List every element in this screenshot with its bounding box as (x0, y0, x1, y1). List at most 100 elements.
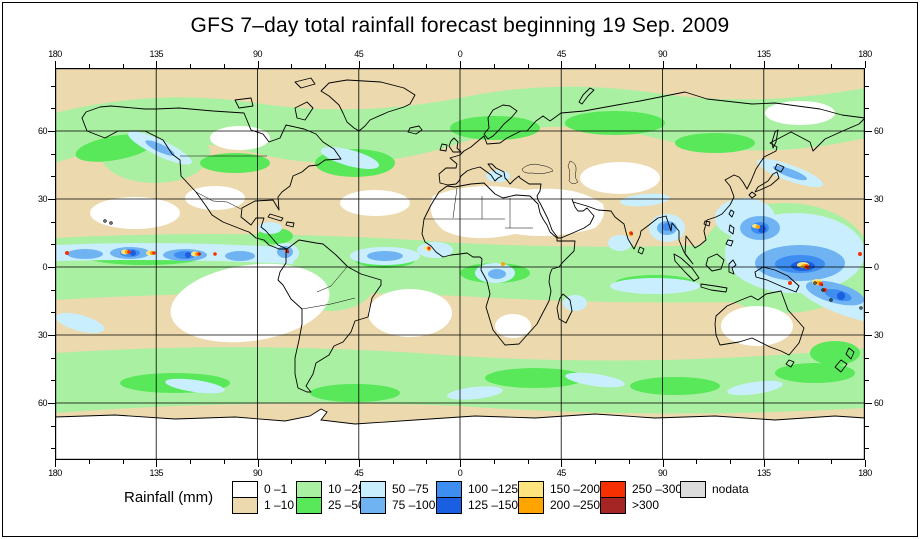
lat-tick (51, 425, 55, 427)
lon-tick (325, 64, 326, 68)
lon-tick (88, 64, 90, 68)
lat-tick (51, 380, 55, 382)
lon-tick (595, 64, 596, 68)
legend-range-label: 25 –50 (328, 498, 365, 512)
lon-tick (865, 61, 866, 68)
lon-tick (561, 460, 563, 467)
lat-tick (865, 403, 872, 405)
legend-range-label: 50 –75 (392, 482, 429, 496)
lat-tick (865, 380, 869, 382)
lat-tick (865, 108, 869, 110)
lon-tick (223, 64, 225, 68)
lon-tick (561, 61, 563, 68)
lon-tick (88, 460, 90, 464)
lat-tick (865, 221, 869, 223)
lon-tick (797, 460, 799, 464)
lon-tick (55, 460, 56, 467)
lon-tick (257, 61, 259, 68)
lat-tick (865, 448, 869, 450)
lon-label: 45 (556, 49, 567, 59)
lat-tick (865, 244, 869, 246)
lat-tick (51, 85, 55, 87)
lat-tick (48, 403, 55, 405)
legend-swatch (600, 481, 626, 498)
lon-tick (831, 460, 833, 464)
lat-tick (865, 425, 869, 427)
lat-label: 0 (874, 262, 879, 273)
legend-range-label: >300 (632, 498, 660, 512)
lon-tick (156, 460, 158, 467)
world-rainfall-map (55, 68, 865, 460)
lon-label: 45 (354, 49, 364, 59)
lat-label: 60 (37, 398, 48, 409)
lon-tick (223, 460, 225, 464)
lon-tick (730, 64, 731, 68)
legend-title: Rainfall (mm) (124, 489, 214, 506)
lat-tick (51, 357, 55, 359)
legend-swatch (436, 497, 462, 514)
lon-tick (291, 64, 293, 68)
lat-label: 60 (874, 125, 884, 136)
legend-range-label: 250 –300 (632, 482, 683, 496)
legend-range-label: 100 –125 (468, 482, 519, 496)
lon-tick (55, 61, 56, 68)
lon-tick (527, 460, 529, 464)
lat-tick (48, 267, 55, 269)
legend-swatch (518, 497, 544, 514)
lat-tick (51, 289, 55, 291)
lat-tick (865, 312, 869, 314)
lon-label: 180 (858, 468, 872, 478)
lat-tick (51, 108, 55, 110)
lon-tick (122, 64, 124, 68)
lat-tick (51, 153, 55, 155)
lat-tick (865, 153, 869, 155)
legend-swatch (296, 481, 322, 498)
lon-tick (257, 460, 259, 467)
lat-label: 60 (874, 398, 884, 409)
lon-tick (696, 64, 698, 68)
lon-label: 0 (457, 49, 463, 59)
lon-label: 180 (858, 49, 872, 59)
lon-tick (865, 460, 866, 467)
lon-tick (426, 460, 428, 464)
lon-tick (190, 460, 191, 464)
legend-range-label: 200 –250 (550, 498, 601, 512)
lon-label: 135 (756, 49, 771, 59)
lon-label: 90 (657, 49, 668, 59)
lon-tick (527, 64, 529, 68)
lon-label: 135 (756, 468, 771, 478)
lon-tick (156, 61, 158, 68)
lon-tick (325, 460, 326, 464)
lon-tick (628, 64, 630, 68)
legend: Rainfall (mm) 0 –1 1 –10 10 –25 25 –50 50 –7… (0, 481, 920, 517)
lon-tick (662, 460, 664, 467)
lon-label: 135 (149, 49, 164, 59)
lat-label: 0 (42, 262, 47, 273)
map-frame (55, 68, 865, 460)
legend-range-label: 125 –150 (468, 498, 519, 512)
legend-range-label: 150 –200 (550, 482, 601, 496)
lon-tick (493, 64, 495, 68)
lon-tick (122, 460, 124, 464)
legend-range-label: 10 –25 (328, 482, 365, 496)
lat-label: 30 (37, 194, 48, 204)
country-borders (180, 155, 579, 310)
lon-tick (358, 61, 360, 68)
lon-tick (358, 460, 360, 467)
lon-label: 45 (556, 468, 567, 478)
legend-range-label: 75 –100 (392, 498, 436, 512)
lat-tick (865, 357, 869, 359)
legend-swatch (436, 481, 462, 498)
legend-range-label: 0 –1 (264, 482, 288, 496)
lon-label: 90 (252, 468, 263, 478)
legend-swatch (232, 481, 258, 498)
lat-label: 30 (37, 330, 48, 341)
lon-label: 135 (149, 468, 164, 478)
legend-range-label: 1 –10 (264, 498, 295, 512)
lat-tick (865, 267, 872, 269)
lat-tick (51, 221, 55, 223)
lat-tick (48, 130, 55, 132)
lat-label: 60 (37, 125, 48, 136)
lon-tick (730, 460, 731, 464)
